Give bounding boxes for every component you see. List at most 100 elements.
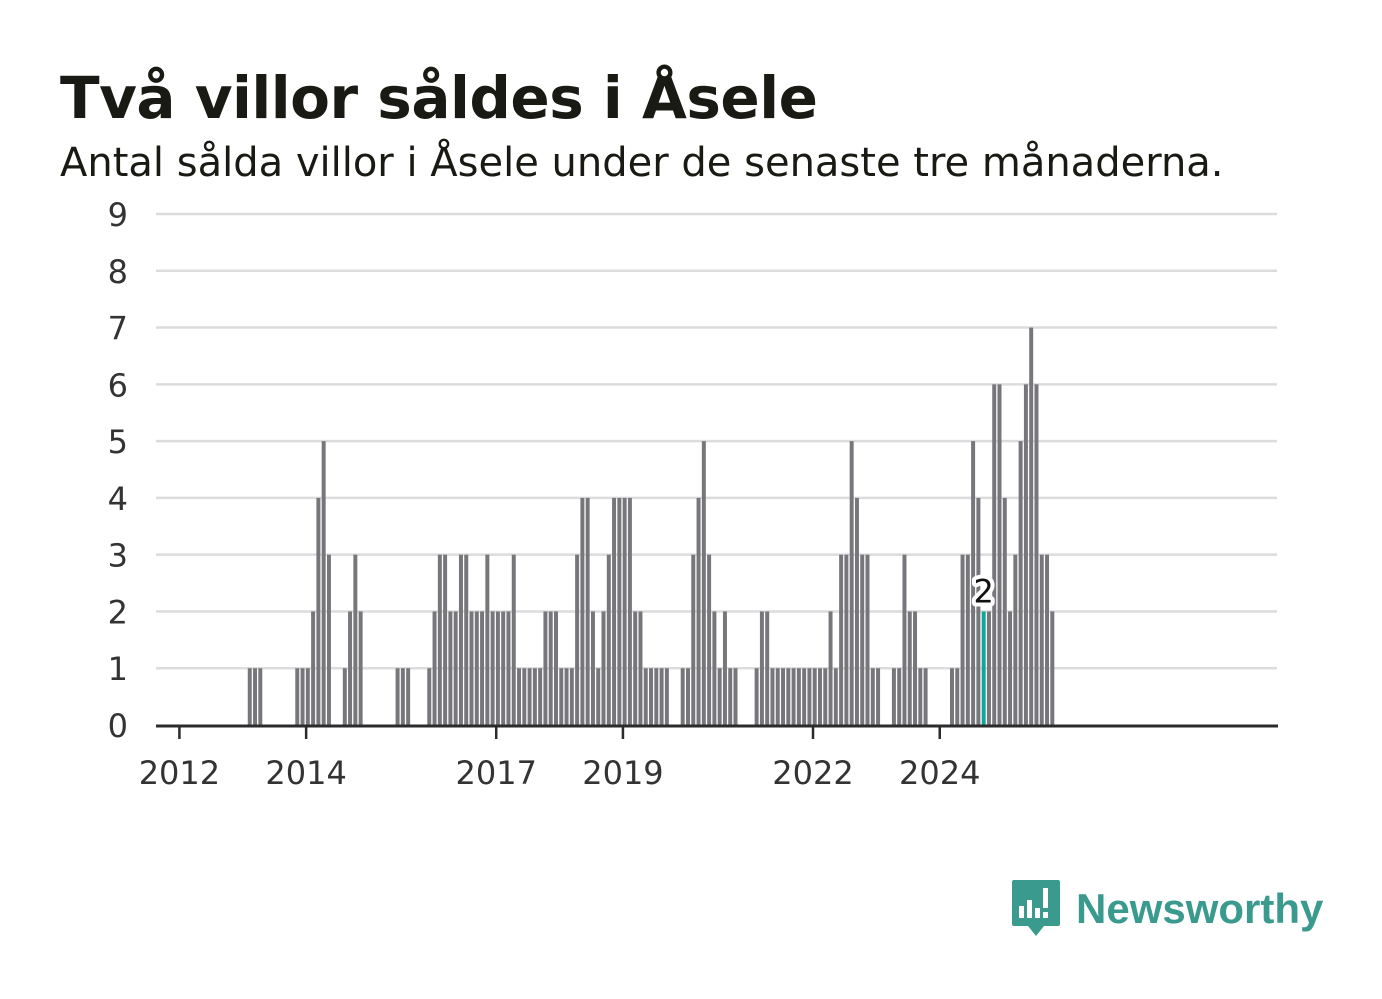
newsworthy-logo-icon: [1012, 880, 1060, 936]
bar: [427, 668, 432, 725]
x-axis-ticks: [178, 726, 941, 739]
bar: [480, 611, 485, 725]
bar: [443, 554, 448, 725]
bar: [1034, 384, 1039, 725]
gridlines: [156, 212, 1277, 670]
bar: [453, 611, 458, 725]
bar: [316, 497, 321, 725]
x-tick-label: 2022: [772, 754, 853, 792]
bar: [765, 611, 770, 725]
y-tick-label: 4: [108, 480, 128, 518]
y-tick-label: 7: [108, 310, 128, 348]
chart-subtitle: Antal sålda villor i Åsele under de sena…: [60, 140, 1224, 186]
bar: [569, 668, 574, 725]
x-axis-labels: 2012 2014 2017 2019 2022 2024: [139, 754, 981, 792]
bar: [633, 611, 638, 725]
bar: [992, 384, 997, 725]
bar: [437, 554, 442, 725]
bar: [432, 611, 437, 725]
y-tick-label: 3: [108, 537, 128, 575]
bar: [680, 668, 685, 725]
bar: [844, 554, 849, 725]
bar: [395, 668, 400, 725]
y-tick-label: 0: [108, 707, 128, 745]
y-axis-labels: 0 1 2 3 4 5 6 7 8 9: [108, 196, 128, 745]
bar: [802, 668, 807, 725]
bar: [400, 668, 405, 725]
bar: [1013, 554, 1018, 725]
bar: [839, 554, 844, 725]
bar: [1008, 611, 1013, 725]
bar: [717, 668, 722, 725]
bar: [796, 668, 801, 725]
bar: [960, 554, 965, 725]
bar: [1018, 441, 1023, 725]
bar: [854, 497, 859, 725]
bar: [326, 554, 331, 725]
bar: [448, 611, 453, 725]
bar: [300, 668, 305, 725]
bar: [649, 668, 654, 725]
bar: [812, 668, 817, 725]
bar: [913, 611, 918, 725]
bar: [258, 668, 263, 725]
bar: [353, 554, 358, 725]
bar: [781, 668, 786, 725]
bar: [754, 668, 759, 725]
bar: [532, 668, 537, 725]
highlight-annotation: 2: [969, 568, 997, 614]
bar: [865, 554, 870, 725]
bar: [897, 668, 902, 725]
bar: [722, 611, 727, 725]
bar: [495, 611, 500, 725]
brand: Newsworthy: [1010, 878, 1323, 940]
bar: [902, 554, 907, 725]
highlight-value-label: 2: [973, 572, 993, 610]
bar: [701, 441, 706, 725]
bar: [1045, 554, 1050, 725]
bar: [575, 554, 580, 725]
bar: [585, 497, 590, 725]
bar: [823, 668, 828, 725]
bar: [696, 497, 701, 725]
y-tick-label: 6: [108, 366, 128, 404]
bar: [511, 554, 516, 725]
y-tick-label: 1: [108, 650, 128, 688]
bar: [659, 668, 664, 725]
bar: [997, 384, 1002, 725]
bar: [474, 611, 479, 725]
bar: [527, 668, 532, 725]
brand-name: Newsworthy: [1076, 885, 1324, 932]
bar: [918, 668, 923, 725]
bar: [458, 554, 463, 725]
bar: [770, 668, 775, 725]
y-tick-label: 8: [108, 253, 128, 291]
bar: [950, 668, 954, 725]
bar: [501, 611, 506, 725]
bar: [907, 611, 912, 725]
bar: [612, 497, 617, 725]
bar: [358, 611, 363, 725]
bar: [1029, 327, 1034, 725]
bar: [622, 497, 627, 725]
bar: [564, 668, 569, 725]
bar: [860, 554, 865, 725]
bar: [733, 668, 738, 725]
bar: [986, 611, 991, 725]
bar: [876, 668, 881, 725]
bar: [786, 668, 791, 725]
y-tick-label: 5: [108, 423, 128, 461]
bar: [775, 668, 780, 725]
bar: [342, 668, 347, 725]
bar: [818, 668, 822, 725]
bar: [965, 554, 970, 725]
bar: [759, 611, 764, 725]
bar: [1039, 554, 1044, 725]
bar: [617, 497, 622, 725]
bar: [406, 668, 411, 725]
bar: [485, 554, 490, 725]
bar: [1002, 497, 1007, 725]
x-tick-label: 2019: [582, 754, 663, 792]
bar: [590, 611, 595, 725]
bar: [849, 441, 854, 725]
